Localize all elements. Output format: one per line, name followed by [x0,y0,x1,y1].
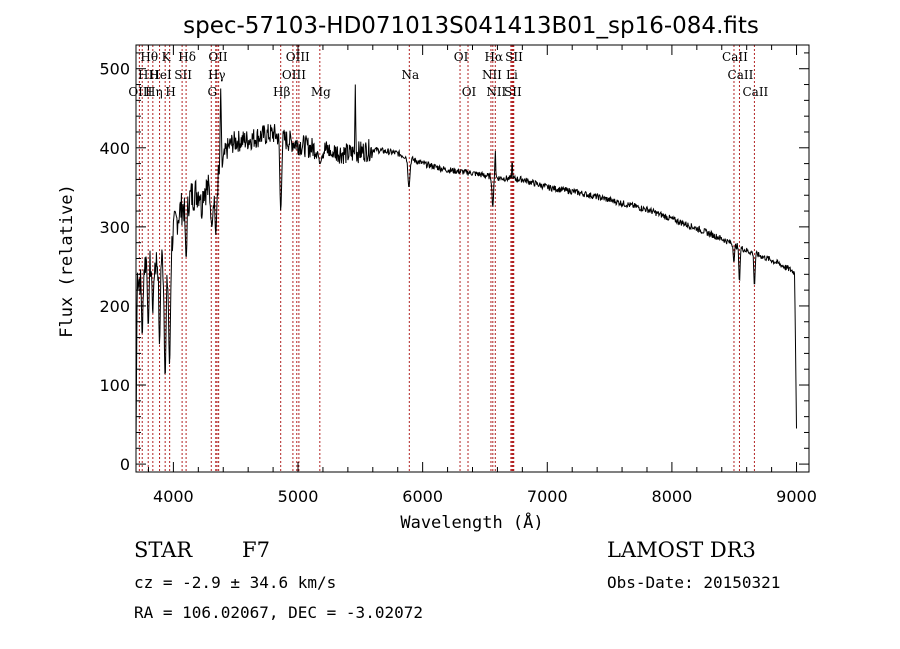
redshift-readout: cz = -2.9 ± 34.6 km/s [134,573,337,592]
marker-label-hγ: Hγ [208,68,226,82]
marker-label-oi: OI [454,50,469,64]
plot-frame [135,44,810,473]
marker-label-caii: CaII [742,85,768,99]
spectrum-line [135,84,797,449]
y-tick-label: 0 [120,455,130,474]
marker-label-oiii: OIII [282,68,306,82]
marker-label-sii: SII [504,85,522,99]
marker-label-h: H [165,85,175,99]
spectral-line-markers [138,45,755,472]
spectrum-line-group [135,84,797,449]
coordinates: RA = 106.02067, DEC = -3.02072 [134,603,423,622]
x-tick-label: 7000 [527,487,568,506]
y-axis-ticks: 0 100 200 300 400 500 [99,52,809,474]
x-tick-label: 8000 [652,487,693,506]
x-axis-ticks: 4000 5000 6000 7000 8000 9000 [147,45,817,506]
obs-date: Obs-Date: 20150321 [607,573,781,592]
y-tick-label: 300 [99,218,130,237]
marker-label-g: G [207,85,217,99]
marker-label-oiii: OIII [128,85,152,99]
marker-label-h: H [138,68,148,82]
x-tick-label: 6000 [402,487,443,506]
marker-label-hα: Hα [485,50,504,64]
x-tick-label: 5000 [278,487,319,506]
marker-label-hθ: Hθ [140,50,158,64]
y-tick-label: 200 [99,297,130,316]
marker-label-caii: CaII [728,68,754,82]
marker-label-oi: OI [462,85,477,99]
survey-name: LAMOST DR3 [607,538,756,562]
marker-label-hei: HeI [149,68,172,82]
y-axis-label: Flux (relative) [57,184,77,338]
marker-label-nii: NII [482,68,502,82]
y-tick-label: 400 [99,139,130,158]
marker-label-li: Li [506,68,518,82]
y-tick-label: 100 [99,376,130,395]
marker-label-hη: Hη [145,85,163,99]
marker-label-na: Na [401,68,419,82]
marker-label-k: K [162,50,172,64]
x-axis-label: Wavelength (Å) [400,511,543,533]
marker-label-sii: SII [174,68,192,82]
y-tick-label: 500 [99,60,130,79]
x-tick-label: 4000 [153,487,194,506]
marker-label-hδ: Hδ [178,50,196,64]
chart-title: spec-57103-HD071013S041413B01_sp16-084.f… [183,13,759,39]
marker-label-oii: OII [208,50,228,64]
marker-label-h: H [149,68,159,82]
marker-label-caii: CaII [722,50,748,64]
x-tick-label: 9000 [776,487,817,506]
marker-label-hβ: Hβ [273,85,290,99]
subclass: F7 [242,538,270,562]
marker-label-mg: Mg [311,85,331,99]
object-class: STAR [134,538,193,562]
marker-label-oiii: OIII [286,50,310,64]
marker-label-nii: NII [486,85,506,99]
marker-label-sii: SII [505,50,523,64]
